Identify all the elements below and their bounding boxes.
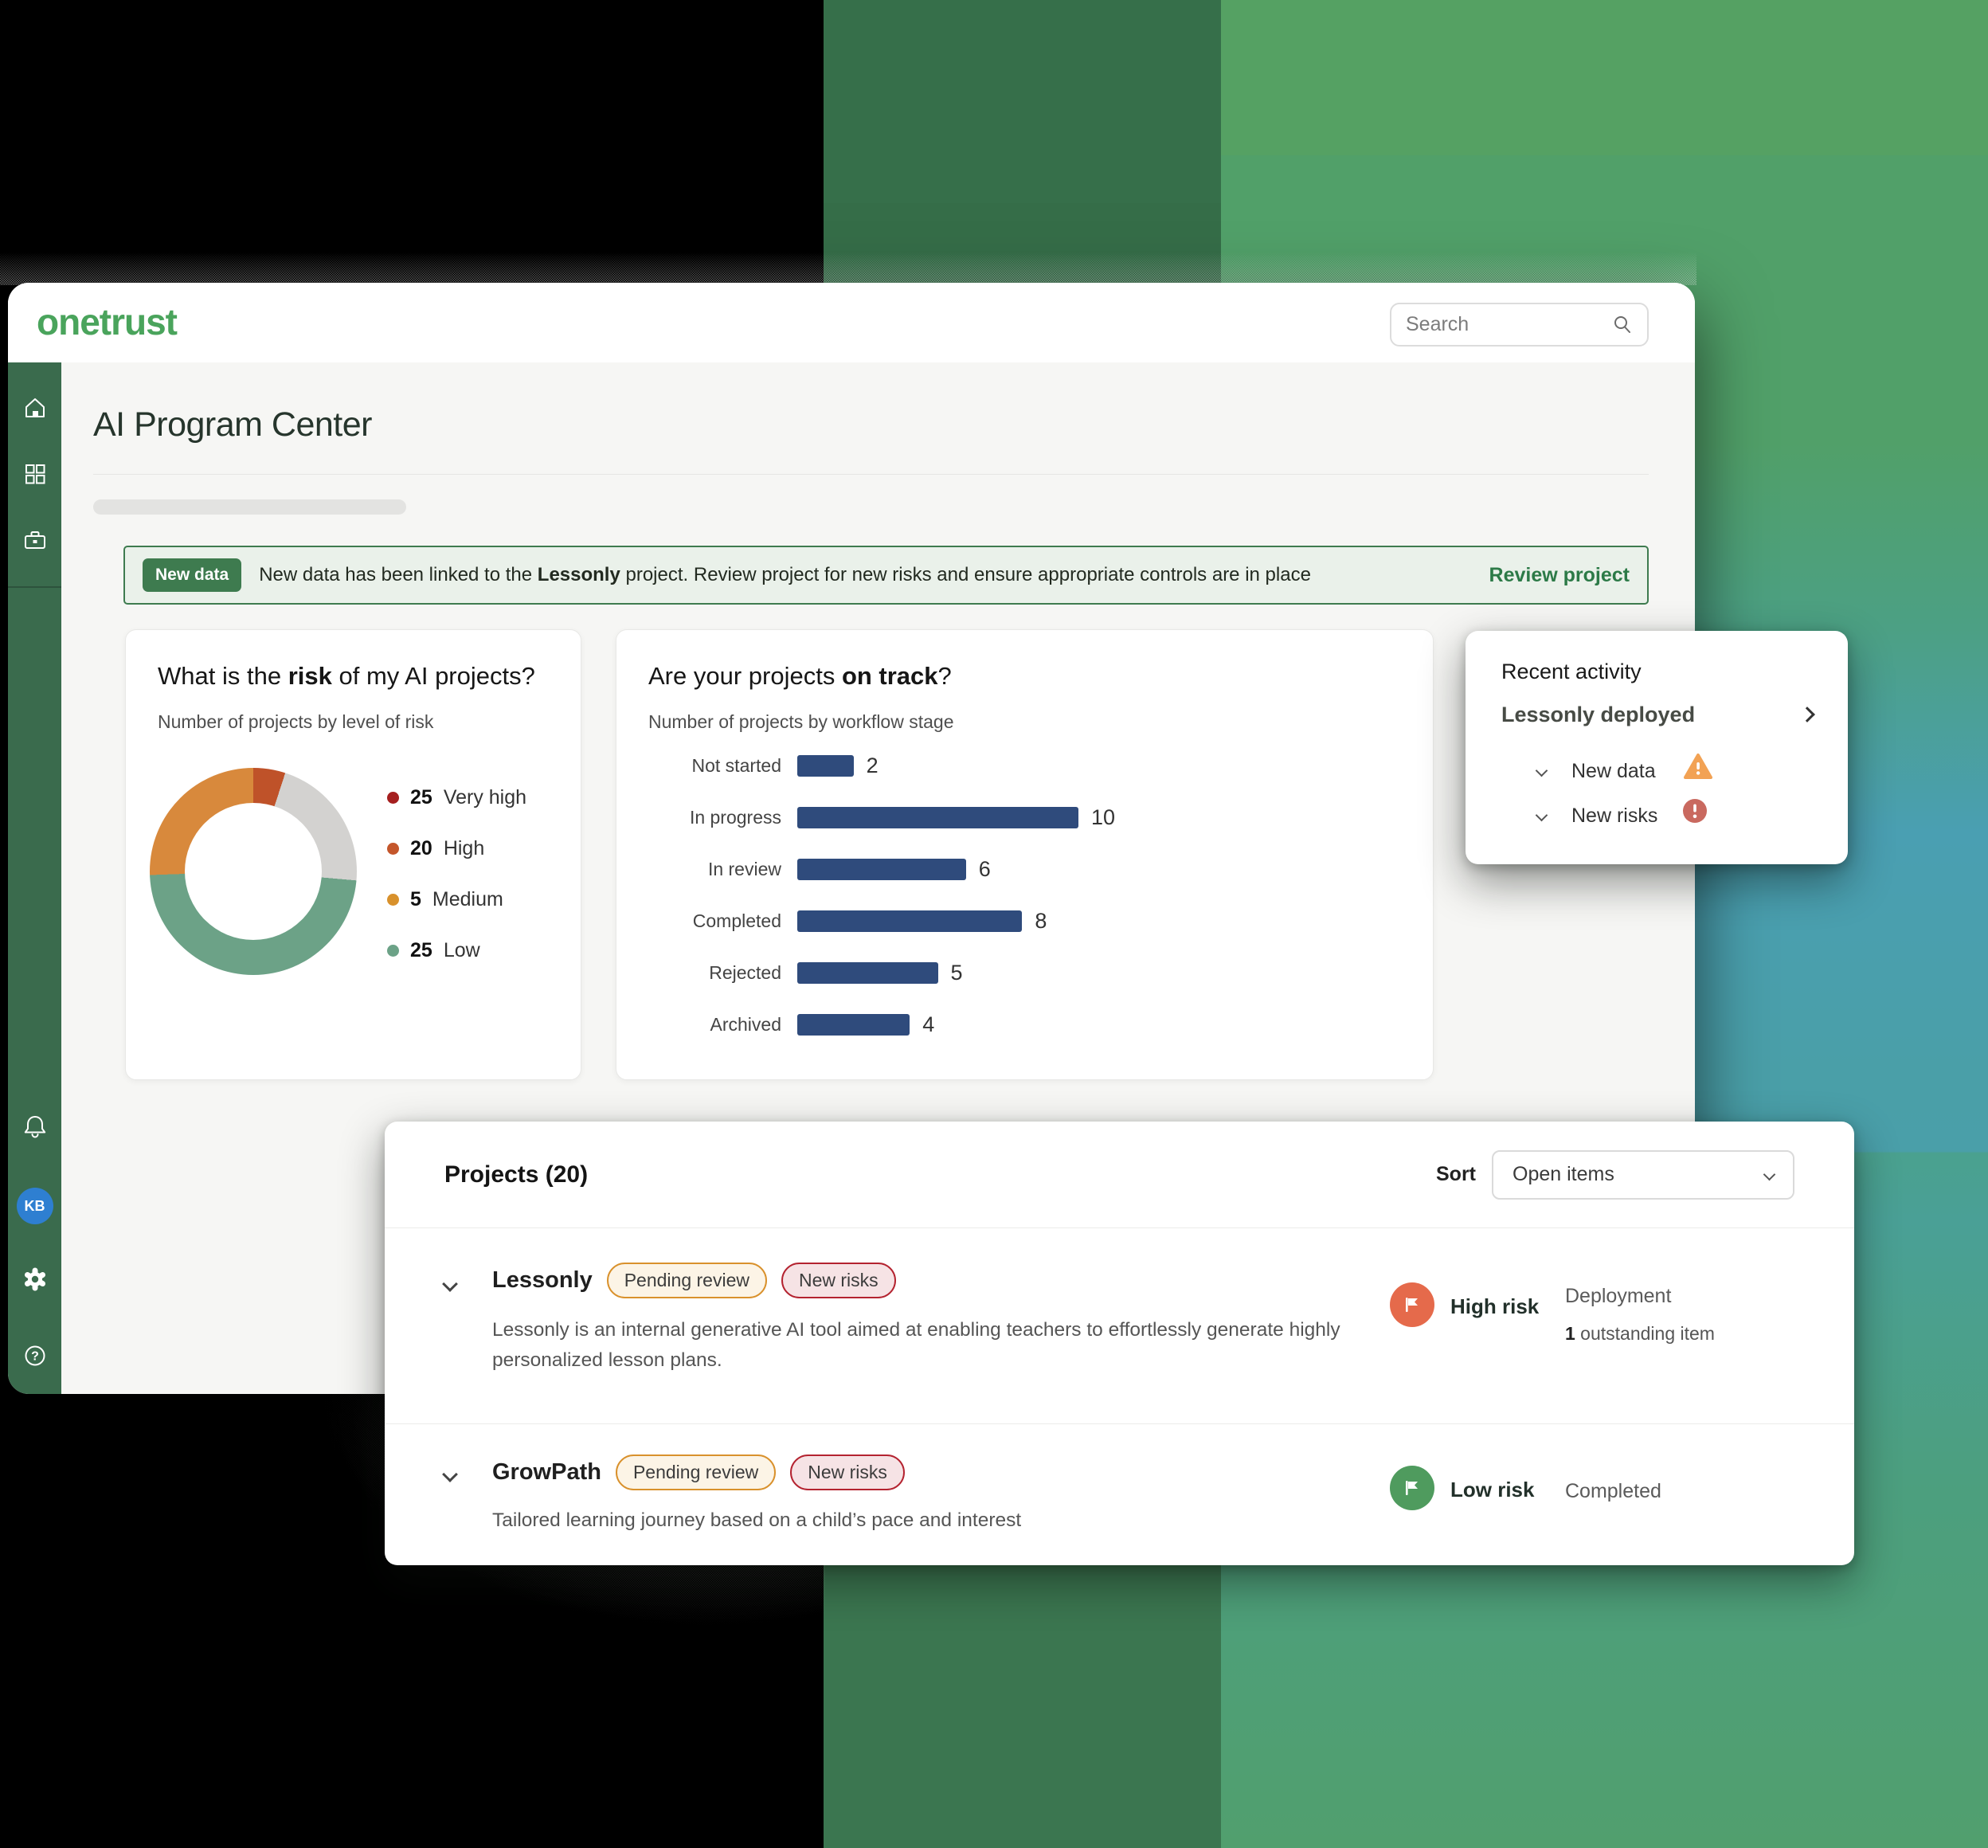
risk-card-subtitle: Number of projects by level of risk	[158, 711, 434, 732]
legend-item: 20 High	[387, 823, 526, 874]
projects-title: Projects (20)	[444, 1161, 589, 1188]
bar-row: In progress 10	[689, 805, 1116, 829]
bell-icon[interactable]	[22, 1113, 49, 1140]
activity-new-risks-label: New risks	[1571, 805, 1658, 827]
new-risks-badge: New risks	[790, 1455, 905, 1490]
risk-level-label: High risk	[1450, 1294, 1540, 1318]
warning-triangle-icon	[1682, 750, 1714, 786]
search-input[interactable]	[1404, 312, 1610, 337]
legend-dot-icon	[387, 842, 399, 855]
help-icon[interactable]: ?	[22, 1342, 49, 1369]
expand-chevron-icon[interactable]	[442, 1466, 458, 1482]
bar-row: Not started 2	[691, 754, 879, 777]
settings-gear-icon[interactable]	[22, 1266, 49, 1293]
sidebar-divider	[8, 586, 61, 588]
search-icon	[1610, 313, 1634, 337]
track-card-subtitle: Number of projects by workflow stage	[648, 711, 954, 732]
avatar[interactable]: KB	[16, 1188, 53, 1224]
legend-dot-icon	[387, 791, 399, 804]
sort-value: Open items	[1513, 1163, 1614, 1185]
banner-message-bold: Lessonly	[537, 564, 620, 585]
risk-level-label: Low risk	[1450, 1478, 1535, 1502]
project-row-lessonly: Lessonly Pending review New risks Lesson…	[385, 1229, 1854, 1423]
project-stage: Completed	[1565, 1480, 1661, 1502]
new-data-badge: New data	[143, 558, 242, 592]
recent-activity-card: Recent activity Lessonly deployed New da…	[1466, 631, 1848, 864]
bar-row: Rejected 5	[709, 961, 963, 985]
alert-circle-icon	[1679, 795, 1711, 831]
track-card-title: Are your projects on track?	[648, 662, 952, 690]
home-icon[interactable]	[22, 394, 49, 421]
recent-activity-title: Recent activity	[1501, 660, 1642, 683]
projects-card: Projects (20) Sort Open items Lessonly P…	[385, 1122, 1854, 1565]
risk-donut-chart	[150, 768, 357, 975]
legend-item: 5 Medium	[387, 874, 526, 925]
briefcase-icon[interactable]	[22, 527, 49, 554]
track-card: Are your projects on track? Number of pr…	[616, 629, 1434, 1080]
app-header: onetrust	[8, 283, 1695, 362]
progress-skeleton	[93, 499, 406, 515]
onetrust-logo: onetrust	[37, 301, 178, 343]
bar	[797, 910, 1023, 932]
legend-item: 25 Low	[387, 925, 526, 976]
low-risk-flag-icon	[1390, 1466, 1434, 1510]
chevron-down-icon	[1763, 1168, 1776, 1181]
pending-review-badge: Pending review	[606, 1263, 767, 1298]
sort-select[interactable]: Open items	[1492, 1149, 1794, 1200]
project-description: Tailored learning journey based on a chi…	[492, 1509, 1022, 1531]
bar	[797, 807, 1078, 828]
sort-label: Sort	[1436, 1163, 1476, 1185]
risk-card-title: What is the risk of my AI projects?	[158, 662, 535, 690]
project-name: Lessonly	[492, 1267, 593, 1293]
project-name: GrowPath	[492, 1459, 601, 1485]
legend-dot-icon	[387, 893, 399, 906]
banner-message-pre: New data has been linked to the	[259, 564, 538, 585]
bar	[797, 859, 966, 880]
activity-item-label: Lessonly deployed	[1501, 703, 1696, 726]
risk-card: What is the risk of my AI projects? Numb…	[125, 629, 581, 1080]
chevron-right-icon[interactable]	[1799, 707, 1815, 722]
bar	[797, 755, 854, 777]
apps-grid-icon[interactable]	[22, 460, 49, 487]
divider	[385, 1423, 1854, 1424]
review-project-link[interactable]: Review project	[1489, 563, 1630, 586]
banner-message-post: project. Review project for new risks an…	[620, 564, 1311, 585]
expand-chevron-icon[interactable]	[442, 1276, 458, 1292]
svg-text:?: ?	[31, 1350, 39, 1364]
search-box[interactable]	[1390, 303, 1649, 346]
project-row-growpath: GrowPath Pending review New risks Tailor…	[385, 1424, 1854, 1565]
banner-message: New data has been linked to the Lessonly…	[259, 564, 1311, 586]
new-risks-badge: New risks	[781, 1263, 896, 1298]
divider	[385, 1227, 1854, 1228]
chevron-down-icon[interactable]	[1535, 808, 1548, 822]
bar	[797, 1014, 910, 1036]
legend-dot-icon	[387, 944, 399, 957]
activity-new-data-label: New data	[1571, 760, 1656, 782]
projects-header: Projects (20) Sort Open items	[385, 1122, 1854, 1227]
project-stage: Deployment	[1565, 1285, 1672, 1307]
risk-legend: 25 Very high 20 High 5 Medium 25 Low	[387, 772, 526, 976]
legend-item: 25 Very high	[387, 772, 526, 823]
workflow-bar-chart: Not started 2 In progress 10 In review 6 Compl…	[648, 740, 1417, 1051]
outstanding-items: 1 outstanding item	[1565, 1323, 1715, 1344]
pending-review-badge: Pending review	[615, 1455, 777, 1490]
alert-banner: New data New data has been linked to the…	[123, 546, 1649, 605]
chevron-down-icon[interactable]	[1535, 764, 1548, 777]
bar-row: Archived 4	[710, 1012, 935, 1036]
page-title: AI Program Center	[93, 405, 372, 444]
title-divider	[93, 474, 1649, 475]
bar	[797, 962, 938, 984]
high-risk-flag-icon	[1390, 1282, 1434, 1327]
project-description: Lessonly is an internal generative AI to…	[492, 1319, 1340, 1371]
bar-row: In review 6	[707, 857, 991, 881]
donut-hole	[185, 803, 322, 940]
sidebar: KB ?	[8, 362, 61, 1394]
bar-row: Completed 8	[692, 909, 1047, 933]
